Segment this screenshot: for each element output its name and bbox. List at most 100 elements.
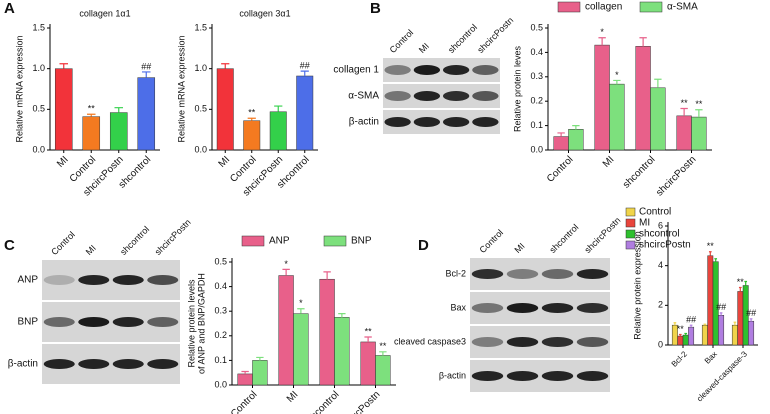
- y-tick-label: 0.1: [530, 120, 543, 130]
- legend-swatch: [557, 1, 581, 13]
- blot-band: [384, 91, 411, 101]
- blot-band: [78, 275, 110, 285]
- error-bar: [323, 271, 331, 280]
- significance-label: **: [88, 104, 96, 114]
- error-bar: [282, 268, 290, 276]
- y-tick-label: 6: [658, 220, 663, 230]
- bar: [691, 116, 707, 151]
- x-tick-label: shcircPostn: [338, 389, 382, 414]
- significance-label: *: [299, 298, 303, 308]
- row-label: ANP: [17, 275, 38, 286]
- bar: [748, 320, 755, 346]
- error-bar: [221, 63, 230, 69]
- chart-title: collagen 1α1: [79, 8, 130, 18]
- error-bar: [714, 258, 718, 262]
- blot-band: [147, 317, 179, 327]
- bar: [237, 373, 253, 386]
- y-tick-label: 1.0: [32, 63, 45, 73]
- row-label: β-actin: [439, 370, 466, 380]
- bar: [594, 44, 610, 151]
- bar: [701, 324, 708, 346]
- bar: [731, 324, 738, 346]
- error-bar: [59, 63, 69, 69]
- error-bar: [241, 370, 249, 374]
- error-bar: [379, 351, 387, 356]
- blot-band: [541, 371, 574, 381]
- y-tick-label: 1.0: [194, 63, 207, 73]
- legend-label: ANP: [269, 236, 290, 247]
- y-tick-label: 0.4: [530, 47, 543, 57]
- error-bar: [338, 313, 346, 318]
- error-bar: [141, 71, 151, 78]
- y-tick-label: 1.5: [32, 22, 45, 32]
- blot-band: [506, 269, 539, 279]
- error-bar: [673, 322, 677, 326]
- legend-swatch: [625, 240, 636, 250]
- legend-label: BNP: [351, 236, 372, 247]
- error-bar: [708, 251, 712, 256]
- blot-band: [472, 65, 499, 75]
- y-tick-label: 0.5: [530, 22, 543, 32]
- blot-band: [442, 65, 470, 75]
- error-bar: [572, 125, 580, 130]
- blot-band: [576, 303, 609, 313]
- y-tick-label: 1.5: [194, 22, 207, 32]
- significance-label: ##: [716, 302, 726, 312]
- bar: [568, 129, 584, 151]
- error-bar: [557, 132, 565, 137]
- significance-label: **: [365, 326, 373, 336]
- bar: [252, 360, 268, 386]
- panel-label: A: [4, 0, 15, 17]
- y-tick-label: 0.4: [214, 281, 227, 291]
- lane-label: MI: [84, 243, 98, 257]
- error-bar: [364, 336, 372, 342]
- x-tick-label: shcontrol: [621, 154, 657, 190]
- significance-label: *: [600, 27, 604, 37]
- panel-label: C: [4, 237, 15, 254]
- lane-label: shcontrol: [118, 224, 151, 257]
- x-tick-label: MI: [217, 154, 233, 170]
- legend-swatch: [241, 235, 265, 247]
- y-tick-label: 2: [658, 300, 663, 310]
- error-bar: [297, 308, 305, 314]
- x-tick-label: Bax: [703, 350, 719, 366]
- error-bar: [733, 321, 737, 326]
- error-bar: [613, 79, 621, 85]
- blot-band: [472, 117, 499, 127]
- significance-label: ##: [686, 315, 696, 325]
- bar: [375, 355, 391, 386]
- y-axis-title: of ANP and BNP/GAPDH: [196, 273, 206, 374]
- y-tick-label: 0.5: [214, 256, 227, 266]
- blot-band: [471, 303, 504, 313]
- y-tick-label: 0.5: [194, 104, 207, 114]
- significance-label: **: [695, 99, 703, 109]
- blot-band: [576, 337, 609, 347]
- y-tick-label: 0.3: [214, 306, 227, 316]
- bar: [82, 116, 101, 151]
- blot-band: [112, 275, 144, 285]
- y-tick-label: 0: [658, 339, 663, 349]
- x-tick-label: cleaved-caspase-3: [695, 349, 749, 403]
- x-tick-label: shcontrol: [305, 389, 341, 414]
- bar: [688, 326, 695, 346]
- legend-swatch: [323, 235, 347, 247]
- blot-band: [541, 269, 574, 279]
- blot-band: [43, 317, 75, 327]
- legend-label: MI: [639, 218, 650, 229]
- bar: [682, 334, 689, 346]
- lane-label: MI: [417, 41, 431, 55]
- legend-swatch: [625, 218, 636, 228]
- y-axis-title: Relative protein expression: [632, 231, 642, 340]
- legend-label: shcircPostn: [639, 240, 691, 251]
- x-tick-label: MI: [55, 154, 71, 170]
- error-bar: [654, 78, 662, 88]
- blot-band: [472, 91, 499, 101]
- blot-band: [442, 91, 470, 101]
- bar: [278, 275, 294, 386]
- bar: [109, 112, 128, 151]
- error-bar: [719, 312, 723, 316]
- error-bar: [300, 70, 309, 76]
- row-label: BNP: [17, 317, 38, 328]
